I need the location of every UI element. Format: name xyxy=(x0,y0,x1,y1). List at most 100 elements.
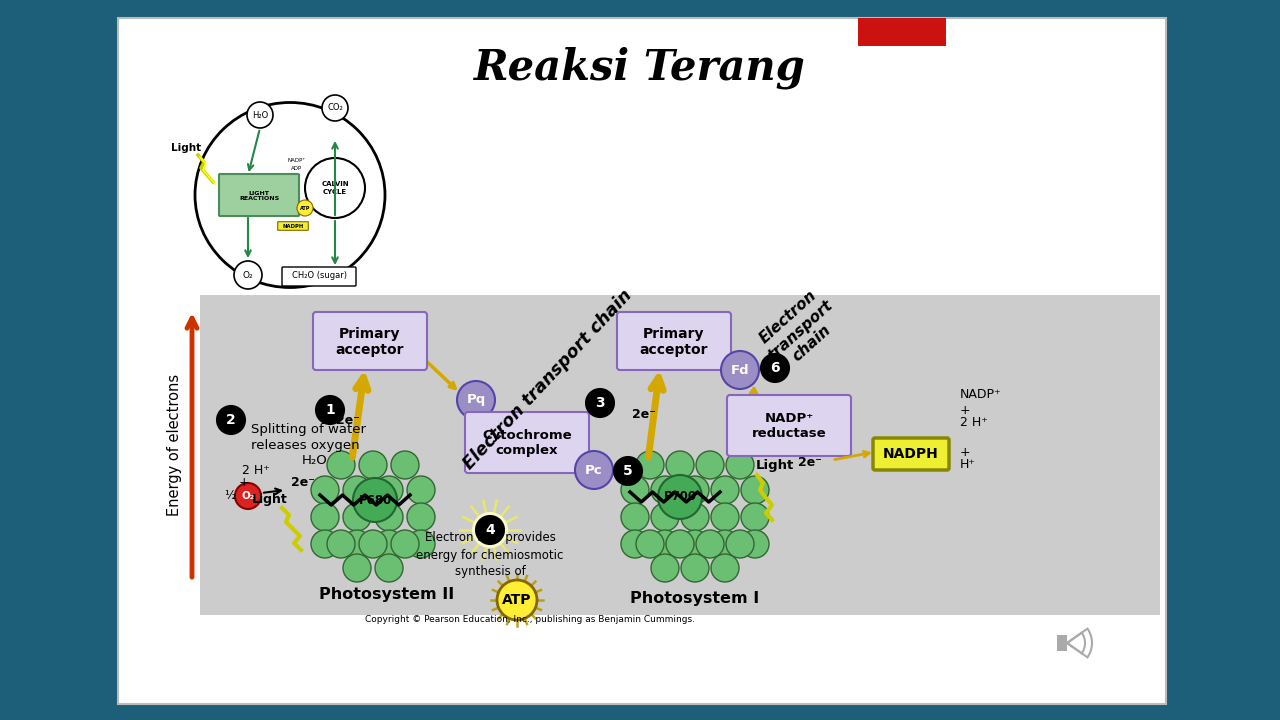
Text: Fd: Fd xyxy=(731,364,749,377)
Circle shape xyxy=(721,351,759,389)
Text: P700: P700 xyxy=(663,490,696,503)
Circle shape xyxy=(407,530,435,558)
Bar xyxy=(1057,635,1068,651)
Text: NADPH: NADPH xyxy=(283,223,303,228)
Circle shape xyxy=(762,354,788,382)
Circle shape xyxy=(696,451,724,479)
Text: 2 H⁺: 2 H⁺ xyxy=(242,464,270,477)
Circle shape xyxy=(390,451,419,479)
Text: NADP⁺: NADP⁺ xyxy=(288,158,306,163)
FancyBboxPatch shape xyxy=(278,222,308,230)
Circle shape xyxy=(316,396,344,424)
Text: Light: Light xyxy=(756,459,794,472)
Text: O₂: O₂ xyxy=(242,491,255,501)
Text: +: + xyxy=(960,403,970,416)
Circle shape xyxy=(666,451,694,479)
Circle shape xyxy=(681,476,709,504)
Text: Pc: Pc xyxy=(585,464,603,477)
Circle shape xyxy=(652,476,678,504)
FancyBboxPatch shape xyxy=(465,412,589,473)
Circle shape xyxy=(476,516,504,544)
Circle shape xyxy=(343,476,371,504)
Text: Photosystem II: Photosystem II xyxy=(320,588,454,603)
Circle shape xyxy=(311,476,339,504)
FancyBboxPatch shape xyxy=(282,267,356,286)
Text: Pq: Pq xyxy=(466,394,485,407)
Text: CALVIN
CYCLE: CALVIN CYCLE xyxy=(321,181,349,194)
Circle shape xyxy=(741,530,769,558)
Circle shape xyxy=(326,530,355,558)
Text: LIGHT
REACTIONS: LIGHT REACTIONS xyxy=(239,191,279,202)
Text: ATP: ATP xyxy=(300,205,310,210)
Text: 2e⁻: 2e⁻ xyxy=(291,475,315,488)
Text: NADPH: NADPH xyxy=(883,447,938,461)
Text: Electron transport chain: Electron transport chain xyxy=(460,287,636,473)
Circle shape xyxy=(621,476,649,504)
Text: Splitting of water
releases oxygen: Splitting of water releases oxygen xyxy=(251,423,366,452)
Circle shape xyxy=(696,530,724,558)
Text: ATP: ATP xyxy=(502,593,531,607)
Circle shape xyxy=(218,406,244,434)
FancyBboxPatch shape xyxy=(617,312,731,370)
Circle shape xyxy=(621,530,649,558)
Circle shape xyxy=(311,503,339,531)
Circle shape xyxy=(710,503,739,531)
Text: Light: Light xyxy=(252,493,288,506)
Circle shape xyxy=(472,512,508,548)
Ellipse shape xyxy=(195,102,385,287)
Circle shape xyxy=(652,503,678,531)
Circle shape xyxy=(323,95,348,121)
Text: 2: 2 xyxy=(227,413,236,427)
Text: 2 H⁺: 2 H⁺ xyxy=(960,415,988,428)
Text: 2e⁻: 2e⁻ xyxy=(632,408,655,421)
Circle shape xyxy=(636,530,664,558)
Circle shape xyxy=(575,451,613,489)
Circle shape xyxy=(681,554,709,582)
Text: 2e⁻: 2e⁻ xyxy=(797,456,822,469)
Circle shape xyxy=(407,476,435,504)
Circle shape xyxy=(311,530,339,558)
Circle shape xyxy=(375,503,403,531)
Text: NADP⁺
reductase: NADP⁺ reductase xyxy=(751,412,827,440)
Text: Cytochrome
complex: Cytochrome complex xyxy=(483,429,572,457)
Circle shape xyxy=(358,451,387,479)
Text: Electron
transport
chain: Electron transport chain xyxy=(753,284,847,376)
Circle shape xyxy=(666,530,694,558)
Text: Energy of electrons: Energy of electrons xyxy=(168,374,183,516)
Text: +: + xyxy=(239,475,250,488)
Circle shape xyxy=(658,475,701,519)
Bar xyxy=(200,295,1160,615)
Text: H₂O: H₂O xyxy=(252,110,268,120)
Text: 3: 3 xyxy=(595,396,605,410)
Circle shape xyxy=(457,381,495,419)
Text: NADP⁺: NADP⁺ xyxy=(960,389,1002,402)
Circle shape xyxy=(636,451,664,479)
Circle shape xyxy=(375,554,403,582)
Circle shape xyxy=(375,530,403,558)
Circle shape xyxy=(358,530,387,558)
Circle shape xyxy=(710,530,739,558)
Circle shape xyxy=(353,478,397,522)
Text: Light: Light xyxy=(172,143,201,153)
Text: 2e⁻: 2e⁻ xyxy=(337,413,360,426)
Text: CO₂: CO₂ xyxy=(328,104,343,112)
Circle shape xyxy=(305,158,365,218)
Text: O₂: O₂ xyxy=(243,271,253,279)
Bar xyxy=(118,18,1166,704)
Circle shape xyxy=(710,554,739,582)
Text: Copyright © Pearson Education, Inc., publishing as Benjamin Cummings.: Copyright © Pearson Education, Inc., pub… xyxy=(365,616,695,624)
Text: H⁺: H⁺ xyxy=(960,459,977,472)
Text: 4: 4 xyxy=(485,523,495,537)
Circle shape xyxy=(741,476,769,504)
Circle shape xyxy=(497,580,538,620)
Text: 1: 1 xyxy=(325,403,335,417)
Text: Primary
acceptor: Primary acceptor xyxy=(640,327,708,357)
Text: CH₂O (sugar): CH₂O (sugar) xyxy=(292,271,347,281)
Circle shape xyxy=(343,530,371,558)
Circle shape xyxy=(710,476,739,504)
Text: 5: 5 xyxy=(623,464,632,478)
Text: +: + xyxy=(960,446,970,459)
Text: Photosystem I: Photosystem I xyxy=(630,590,759,606)
Circle shape xyxy=(375,476,403,504)
Circle shape xyxy=(247,102,273,128)
